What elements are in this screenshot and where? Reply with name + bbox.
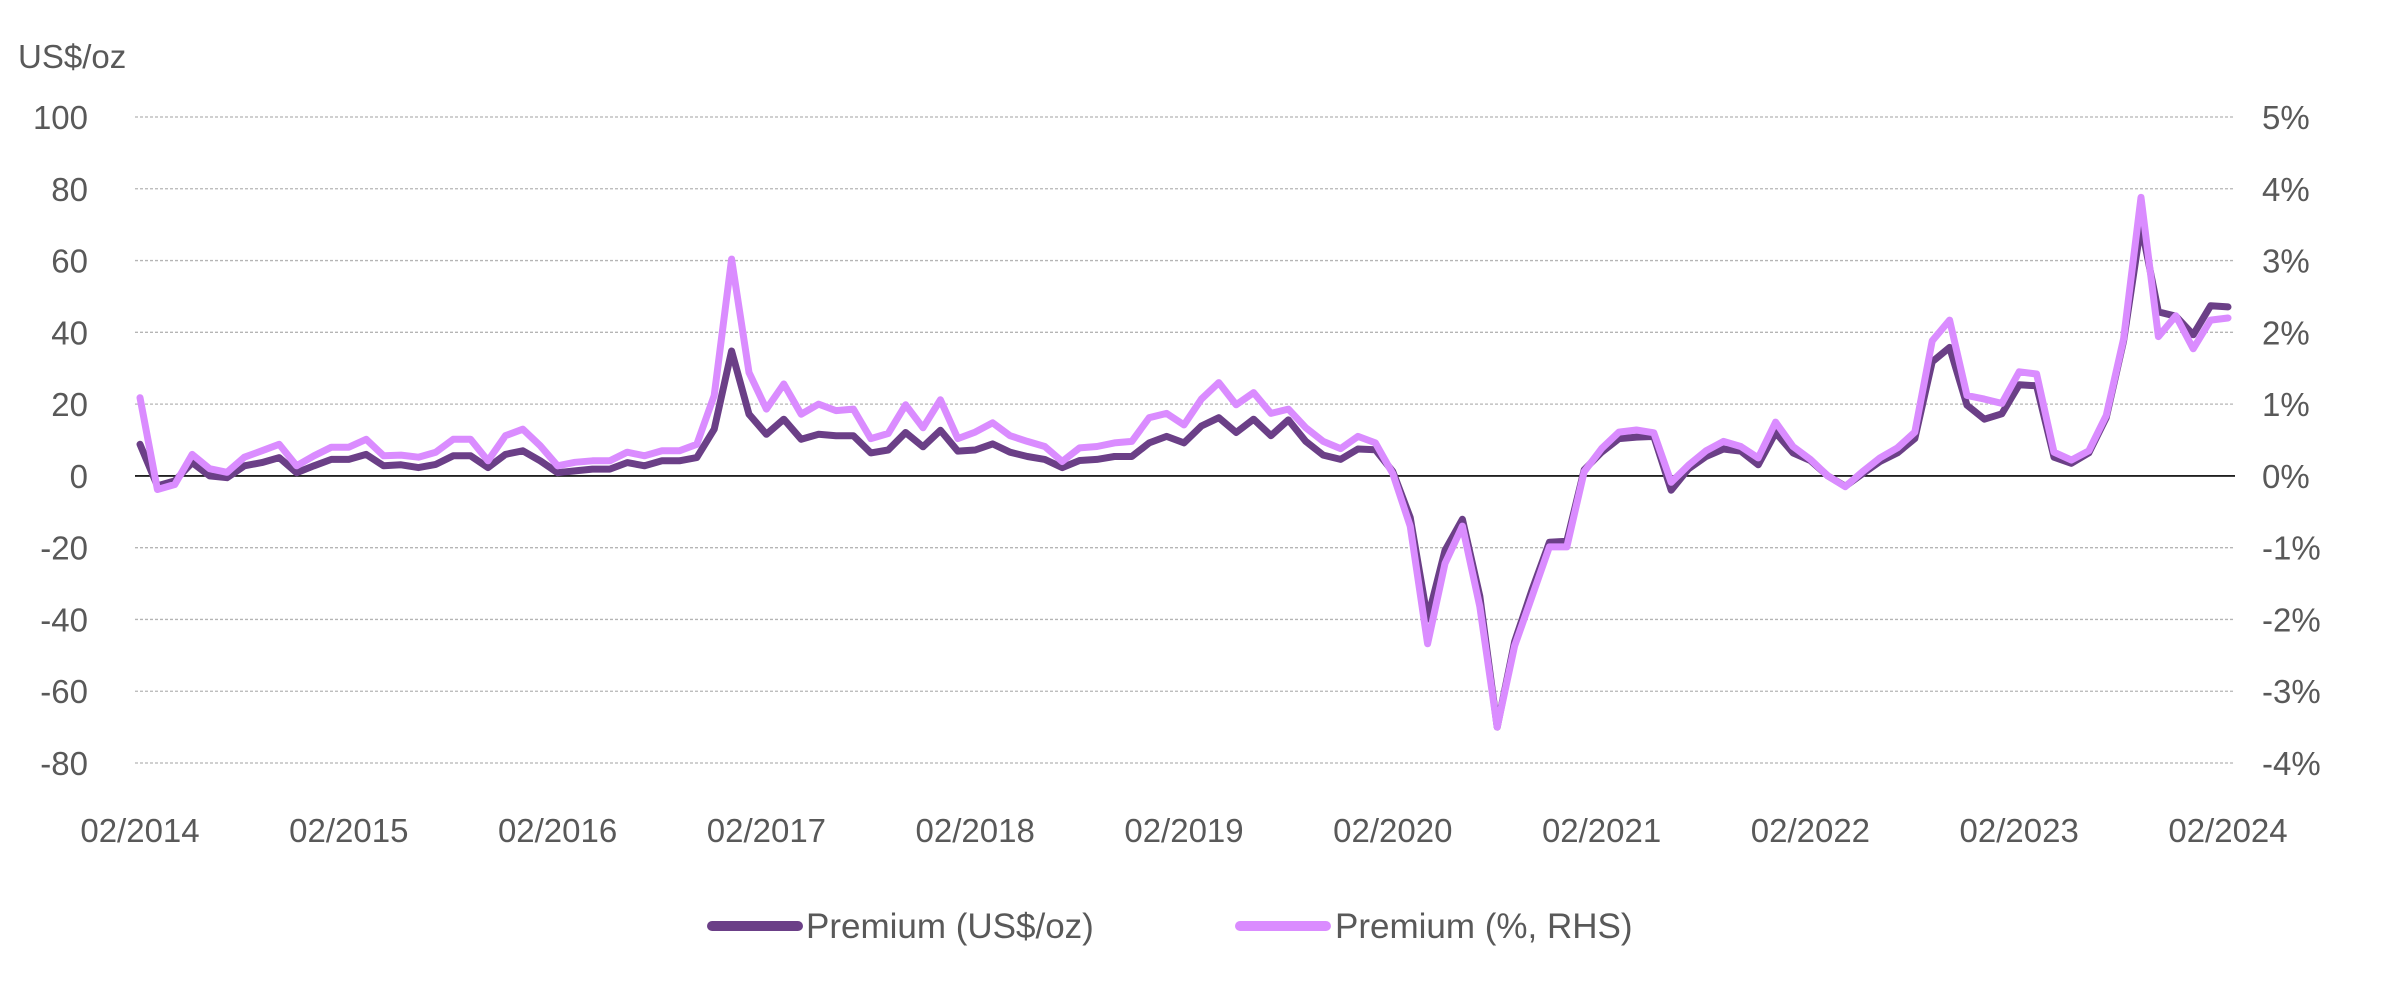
- y-tick-label: -80: [40, 745, 88, 782]
- x-tick-label: 02/2017: [707, 812, 826, 849]
- y2-tick-label: 5%: [2262, 99, 2310, 136]
- x-tick-label: 02/2024: [2168, 812, 2287, 849]
- y-tick-label: 80: [51, 171, 88, 208]
- y2-tick-label: 3%: [2262, 243, 2310, 280]
- series-line-premium-pct: [136, 193, 2232, 731]
- y-tick-label: 60: [51, 243, 88, 280]
- x-tick-label: 02/2014: [80, 812, 199, 849]
- y-tick-label: -20: [40, 530, 88, 567]
- legend: Premium (US$/oz) Premium (%, RHS): [707, 907, 1633, 946]
- y-tick-label: -60: [40, 673, 88, 710]
- y-tick-label: 40: [51, 314, 88, 351]
- x-tick-label: 02/2015: [289, 812, 408, 849]
- y2-tick-label: -3%: [2262, 673, 2321, 710]
- gridlines: [135, 116, 2235, 764]
- y-axis-unit-label: US$/oz: [18, 38, 126, 75]
- y2-tick-label: 2%: [2262, 314, 2310, 351]
- y2-tick-label: 1%: [2262, 386, 2310, 423]
- legend-item-premium-usd: Premium (US$/oz): [707, 907, 1094, 946]
- x-tick-label: 02/2023: [1960, 812, 2079, 849]
- y2-tick-label: -4%: [2262, 745, 2321, 782]
- legend-item-premium-pct: Premium (%, RHS): [1235, 907, 1633, 946]
- y-tick-label: 100: [33, 99, 88, 136]
- left-y-axis-ticks: 100 80 60 40 20 0 -20 -40 -60 -80: [33, 99, 88, 782]
- legend-label-premium-pct: Premium (%, RHS): [1335, 907, 1633, 946]
- y2-tick-label: 4%: [2262, 171, 2310, 208]
- legend-label-premium-usd: Premium (US$/oz): [806, 907, 1094, 946]
- x-axis-ticks: 02/2014 02/2015 02/2016 02/2017 02/2018 02/20…: [80, 812, 2287, 849]
- right-y-axis-ticks: 5% 4% 3% 2% 1% 0% -1% -2% -3% -4%: [2262, 99, 2321, 782]
- x-tick-label: 02/2019: [1124, 812, 1243, 849]
- series-lines: [136, 193, 2232, 731]
- y2-tick-label: -2%: [2262, 601, 2321, 638]
- y2-tick-label: -1%: [2262, 530, 2321, 567]
- y-tick-label: 0: [70, 458, 88, 495]
- x-tick-label: 02/2021: [1542, 812, 1661, 849]
- x-tick-label: 02/2016: [498, 812, 617, 849]
- x-tick-label: 02/2022: [1751, 812, 1870, 849]
- y-tick-label: -40: [40, 601, 88, 638]
- x-tick-label: 02/2020: [1333, 812, 1452, 849]
- x-tick-label: 02/2018: [916, 812, 1035, 849]
- y2-tick-label: 0%: [2262, 458, 2310, 495]
- y-tick-label: 20: [51, 386, 88, 423]
